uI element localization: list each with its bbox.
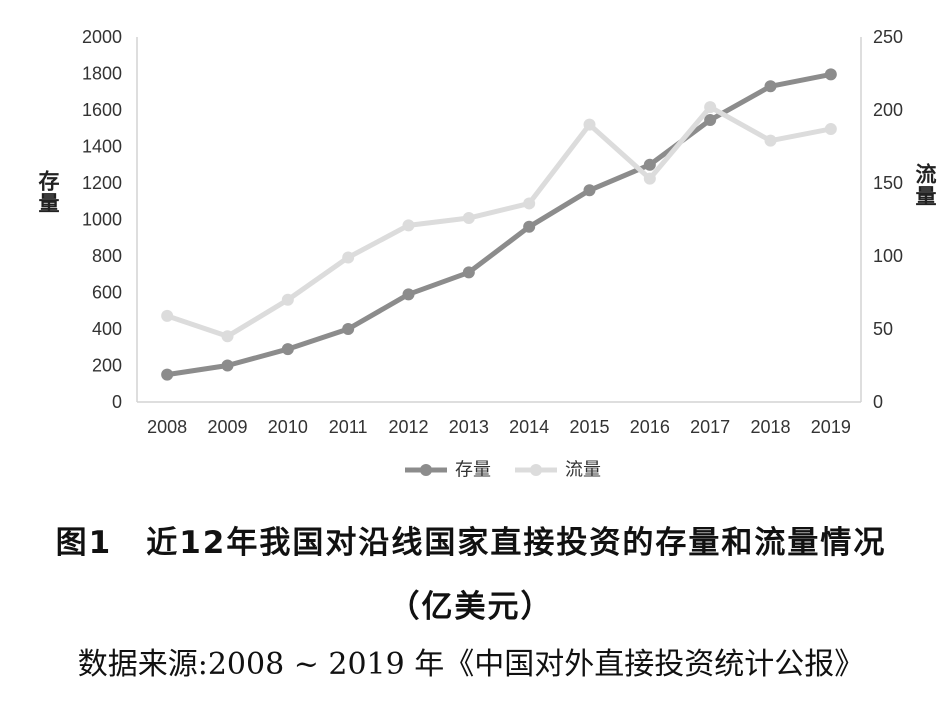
stock-series (161, 68, 837, 381)
flow-data-point (281, 293, 294, 306)
right-axis-tick-label: 200 (873, 100, 903, 120)
stock-data-point (583, 184, 596, 197)
left-axis-tick-label: 400 (92, 319, 122, 339)
figure-title: 近12年我国对沿线国家直接投资的存量和流量情况 (146, 525, 887, 561)
left-axis-tick-label: 600 (92, 283, 122, 303)
stock-data-point (342, 323, 355, 335)
x-axis-tick-label: 2011 (329, 417, 368, 437)
x-axis-tick-label: 2014 (509, 417, 549, 437)
stock-data-point (281, 343, 294, 356)
flow-data-point (161, 309, 174, 322)
stock-data-point (462, 266, 475, 279)
flow-data-point (583, 118, 596, 131)
flow-data-point (221, 330, 234, 343)
flow-data-point (402, 219, 415, 232)
stock-data-point (161, 368, 174, 381)
left-axis-tick-label: 1200 (82, 173, 122, 193)
data-source-note: 数据来源:2008 ~ 2019 年《中国对外直接投资统计公报》 (77, 647, 865, 682)
stock-data-point (523, 220, 536, 233)
legend-label: 存量 (455, 460, 491, 481)
stock-data-point (402, 288, 415, 301)
stock-data-point (824, 68, 837, 81)
stock-data-point (764, 80, 777, 93)
chart-legend: 存量 流量 (405, 460, 601, 481)
legend-item-stock: 存量 (405, 460, 491, 481)
right-axis-tick-label: 100 (873, 246, 903, 266)
x-axis-tick-label: 2017 (690, 417, 730, 437)
left-axis-title: 存量 (36, 170, 60, 214)
right-axis-tick-label: 250 (873, 27, 903, 47)
figure-unit: （亿美元） (388, 589, 554, 625)
flow-data-point (764, 134, 777, 147)
x-axis-tick-label: 2008 (147, 417, 187, 437)
legend-swatch-marker (420, 464, 432, 476)
flow-data-point (824, 122, 837, 135)
flow-data-point (643, 172, 656, 185)
stock-data-point (704, 114, 717, 127)
left-axis-tick-label: 2000 (82, 27, 122, 47)
right-axis-tick-label: 50 (873, 319, 893, 339)
left-axis-tick-label: 1000 (82, 210, 122, 230)
dual-axis-line-chart: 0 200 400 600 800 1000 1200 1400 1600 1800 2000 0 50… (82, 27, 903, 481)
left-axis-tick-label: 800 (92, 246, 122, 266)
figure-caption: 图1 近12年我国对沿线国家直接投资的存量和流量情况 (0, 523, 942, 563)
stock-data-point (221, 359, 234, 372)
x-axis-tick-label: 2016 (630, 417, 670, 437)
flow-data-point (462, 212, 475, 225)
axes: 0 200 400 600 800 1000 1200 1400 1600 1800 2000 0 50… (82, 27, 903, 437)
legend-swatch-marker (530, 464, 542, 476)
flow-data-point (342, 251, 355, 264)
flow-data-point (523, 197, 536, 210)
flow-series (161, 101, 837, 343)
x-axis-tick-label: 2015 (569, 417, 609, 437)
left-axis-tick-label: 1800 (82, 64, 122, 84)
legend-label: 流量 (565, 460, 601, 481)
right-axis-title: 流量 (913, 163, 937, 207)
x-axis-tick-label: 2018 (750, 417, 790, 437)
x-axis-tick-label: 2013 (449, 417, 489, 437)
legend-item-flow: 流量 (515, 460, 601, 481)
right-axis-tick-label: 150 (873, 173, 903, 193)
left-axis-tick-label: 200 (92, 356, 122, 376)
left-axis-tick-label: 1600 (82, 100, 122, 120)
x-axis-tick-label: 2012 (388, 417, 428, 437)
x-axis-tick-label: 2019 (811, 417, 851, 437)
flow-data-point (704, 101, 717, 114)
x-axis-tick-label: 2009 (207, 417, 247, 437)
right-axis-tick-label: 0 (873, 392, 883, 412)
flow-series-line (164, 104, 834, 339)
figure-number: 图1 (55, 525, 113, 561)
stock-data-point (643, 158, 656, 171)
x-axis-tick-label: 2010 (268, 417, 308, 437)
left-axis-tick-label: 1400 (82, 137, 122, 157)
left-axis-tick-label: 0 (112, 392, 122, 412)
